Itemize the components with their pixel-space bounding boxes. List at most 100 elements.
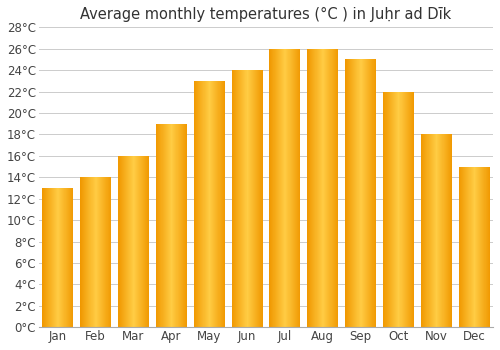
Bar (370, 60, 371, 327)
Bar (49, 188, 50, 327)
Bar (459, 167, 460, 327)
Bar (209, 81, 210, 327)
Bar (270, 49, 271, 327)
Bar (71, 188, 72, 327)
Bar (433, 134, 434, 327)
Bar (90, 177, 91, 327)
Bar (129, 156, 130, 327)
Bar (426, 134, 427, 327)
Bar (124, 156, 125, 327)
Bar (97, 177, 98, 327)
Bar (411, 92, 412, 327)
Bar (171, 124, 172, 327)
Bar (254, 70, 255, 327)
Bar (186, 124, 187, 327)
Bar (313, 49, 314, 327)
Bar (216, 81, 217, 327)
Bar (482, 167, 483, 327)
Bar (52, 188, 53, 327)
Bar (488, 167, 489, 327)
Bar (59, 188, 60, 327)
Bar (363, 60, 364, 327)
Bar (48, 188, 49, 327)
Bar (321, 49, 322, 327)
Bar (60, 188, 61, 327)
Bar (211, 81, 212, 327)
Bar (467, 167, 468, 327)
Bar (103, 177, 104, 327)
Bar (177, 124, 178, 327)
Bar (410, 92, 411, 327)
Bar (135, 156, 136, 327)
Bar (403, 92, 404, 327)
Bar (215, 81, 216, 327)
Bar (308, 49, 309, 327)
Bar (51, 188, 52, 327)
Bar (157, 124, 158, 327)
Bar (386, 92, 387, 327)
Bar (137, 156, 138, 327)
Bar (476, 167, 477, 327)
Bar (361, 60, 362, 327)
Bar (307, 49, 308, 327)
Bar (259, 70, 260, 327)
Bar (214, 81, 215, 327)
Bar (441, 134, 442, 327)
Bar (350, 60, 352, 327)
Bar (44, 188, 45, 327)
Bar (317, 49, 318, 327)
Bar (96, 177, 97, 327)
Bar (392, 92, 394, 327)
Bar (94, 177, 95, 327)
Bar (61, 188, 62, 327)
Bar (406, 92, 407, 327)
Bar (324, 49, 325, 327)
Bar (62, 188, 63, 327)
Bar (422, 134, 423, 327)
Bar (207, 81, 208, 327)
Bar (156, 124, 157, 327)
Bar (272, 49, 273, 327)
Bar (354, 60, 355, 327)
Bar (100, 177, 101, 327)
Bar (55, 188, 56, 327)
Bar (357, 60, 358, 327)
Bar (222, 81, 223, 327)
Bar (42, 188, 43, 327)
Bar (210, 81, 211, 327)
Bar (81, 177, 82, 327)
Bar (449, 134, 450, 327)
Bar (206, 81, 207, 327)
Bar (274, 49, 275, 327)
Bar (91, 177, 92, 327)
Bar (437, 134, 438, 327)
Bar (46, 188, 47, 327)
Bar (85, 177, 86, 327)
Bar (130, 156, 131, 327)
Bar (208, 81, 209, 327)
Bar (253, 70, 254, 327)
Bar (288, 49, 289, 327)
Bar (298, 49, 299, 327)
Bar (440, 134, 441, 327)
Bar (148, 156, 149, 327)
Bar (487, 167, 488, 327)
Bar (330, 49, 331, 327)
Bar (404, 92, 405, 327)
Bar (92, 177, 93, 327)
Bar (320, 49, 321, 327)
Bar (136, 156, 137, 327)
Bar (256, 70, 257, 327)
Bar (273, 49, 274, 327)
Bar (369, 60, 370, 327)
Bar (101, 177, 102, 327)
Bar (279, 49, 280, 327)
Bar (373, 60, 374, 327)
Bar (355, 60, 356, 327)
Bar (161, 124, 162, 327)
Bar (326, 49, 327, 327)
Bar (295, 49, 296, 327)
Bar (84, 177, 85, 327)
Bar (233, 70, 234, 327)
Bar (469, 167, 470, 327)
